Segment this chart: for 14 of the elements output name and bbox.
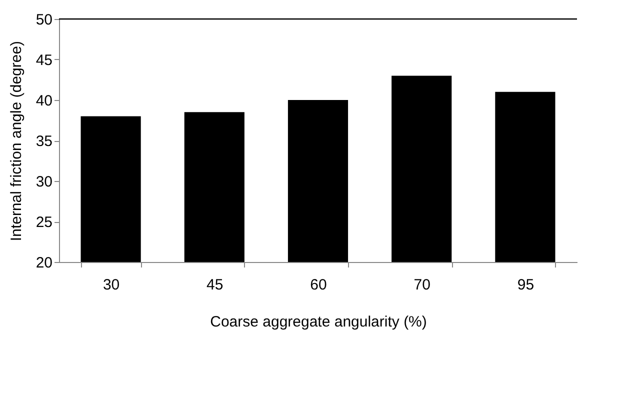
y-tick-label: 25: [36, 214, 52, 231]
x-axis-title: Coarse aggregate angularity (%): [210, 314, 427, 330]
y-tick-label: 30: [36, 174, 52, 190]
x-tick-label: 70: [414, 276, 430, 294]
y-tick-label: 40: [36, 92, 52, 110]
y-tick-label: 20: [36, 254, 52, 272]
x-tick-label: 95: [517, 276, 534, 294]
y-axis-title: Internal friction angle (degree): [8, 40, 25, 242]
y-tick-label: 50: [36, 12, 52, 28]
y-tick-label: 35: [36, 133, 52, 150]
y-tick-label: 45: [36, 52, 52, 69]
x-tick-label: 30: [102, 276, 120, 294]
x-tick-label: 45: [206, 276, 224, 294]
x-tick-label: 60: [310, 276, 327, 294]
